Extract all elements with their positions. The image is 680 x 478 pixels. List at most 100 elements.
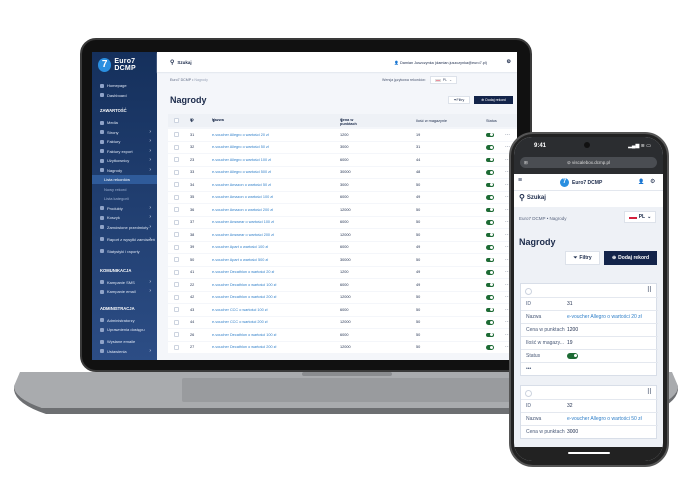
row-checkbox[interactable] xyxy=(174,269,179,275)
menu-icon[interactable]: ≡ xyxy=(518,177,523,184)
status-toggle[interactable] xyxy=(486,282,494,287)
language-select[interactable]: PL ⌄ xyxy=(429,76,458,84)
more-actions-icon[interactable]: ⋯ xyxy=(505,231,510,238)
table-row[interactable]: 42 e-voucher Decathlon o wartości 200 zł… xyxy=(168,291,517,303)
more-actions-icon[interactable]: ⋯ xyxy=(505,244,510,251)
table-row[interactable]: 39 e-voucher Apart o wartości 100 zł 600… xyxy=(168,241,517,253)
sidebar-item[interactable]: Ustawienia › xyxy=(92,347,157,356)
row-checkbox[interactable] xyxy=(174,244,179,250)
more-actions-icon[interactable]: ⋯ xyxy=(505,319,510,326)
drag-handle-icon[interactable]: ⠿ xyxy=(646,287,652,294)
row-checkbox[interactable] xyxy=(174,232,179,238)
sidebar-item[interactable]: Nagrody › xyxy=(92,166,157,175)
table-row[interactable]: 43 e-voucher CCC o wartości 100 zł 6000 … xyxy=(168,304,517,316)
status-toggle[interactable] xyxy=(486,245,494,250)
column-name[interactable]: Nazwa ⇕ xyxy=(212,118,224,123)
add-record-button[interactable]: ⊕ Dodaj rekord xyxy=(474,96,513,104)
sidebar-subitem[interactable]: Lista rekordów xyxy=(92,175,157,184)
phone-logo[interactable]: 7 Euro7 DCMP xyxy=(560,178,602,187)
status-toggle[interactable] xyxy=(486,270,494,275)
table-row[interactable]: 33 e-voucher Allegro o wartości 500 zł 3… xyxy=(168,166,517,178)
sidebar-item[interactable]: Faktury export › xyxy=(92,147,157,156)
sidebar-item[interactable]: Wysłane emaile xyxy=(92,337,157,346)
app-logo[interactable]: 7 Euro7 DCMP xyxy=(98,58,157,72)
phone-filters-button[interactable]: ⏷ Filtry xyxy=(565,251,600,265)
cell-name-link[interactable]: e-voucher Apart o wartości 100 zł xyxy=(212,245,269,250)
search-input[interactable]: Szukaj xyxy=(177,59,192,65)
cell-name-link[interactable]: e-voucher Decathlon o wartości 100 zł xyxy=(212,332,277,337)
phone-search[interactable]: ⚲ Szukaj xyxy=(519,193,546,202)
sidebar-item[interactable]: Koszyk › xyxy=(92,213,157,222)
sidebar-item[interactable]: Uprawnienia dostępu xyxy=(92,325,157,334)
breadcrumb-root[interactable]: Euro7 DCMP xyxy=(170,78,192,82)
cell-name-link[interactable]: e-voucher Allegro o wartości 50 zł xyxy=(212,145,269,150)
status-toggle[interactable] xyxy=(486,195,494,200)
table-row[interactable]: 23 e-voucher Allegro o wartości 100 zł 6… xyxy=(168,154,517,166)
more-actions-icon[interactable]: ⋯ xyxy=(505,256,510,263)
row-checkbox[interactable] xyxy=(174,144,179,150)
column-price[interactable]: Cena w punktach ⇕ xyxy=(340,118,357,126)
status-toggle[interactable] xyxy=(486,257,494,262)
row-checkbox[interactable] xyxy=(174,194,179,200)
table-row[interactable]: 31 e-voucher Allegro o wartości 20 zł 12… xyxy=(168,129,517,141)
more-actions-icon[interactable]: ⋯ xyxy=(505,194,510,201)
more-actions-icon[interactable]: ⋯ xyxy=(505,219,510,226)
search-icon[interactable]: ⚲ xyxy=(170,59,175,66)
sidebar-subitem[interactable]: Lista kategorii xyxy=(92,194,157,203)
cell-name-link[interactable]: e-voucher Amazon o wartości 50 zł xyxy=(212,182,271,187)
cell-name-link[interactable]: e-voucher Allegro o wartości 20 zł xyxy=(212,132,269,137)
more-actions-icon[interactable]: ⋯ xyxy=(505,169,510,176)
row-checkbox[interactable] xyxy=(174,207,179,213)
table-row[interactable]: 34 e-voucher Amazon o wartości 50 zł 300… xyxy=(168,179,517,191)
cell-name-link[interactable]: e-voucher Apart o wartości 500 zł xyxy=(212,257,269,262)
card-more[interactable]: ••• xyxy=(521,362,658,375)
table-row[interactable]: 32 e-voucher Allegro o wartości 50 zł 30… xyxy=(168,141,517,153)
cell-name-link[interactable]: e-voucher CCC o wartości 100 zł xyxy=(212,307,268,312)
drag-handle-icon[interactable]: ⠿ xyxy=(646,389,652,396)
row-checkbox[interactable] xyxy=(174,319,179,325)
row-checkbox[interactable] xyxy=(174,257,179,263)
table-row[interactable]: 44 e-voucher CCC o wartości 200 zł 12000… xyxy=(168,316,517,328)
status-toggle[interactable] xyxy=(486,320,494,325)
gear-icon[interactable]: ⚙ xyxy=(650,179,656,185)
row-checkbox[interactable] xyxy=(174,294,179,300)
more-actions-icon[interactable]: ⋯ xyxy=(505,294,510,301)
more-actions-icon[interactable]: ⋯ xyxy=(505,131,510,138)
cell-name-link[interactable]: e-voucher Amazon o wartości 200 zł xyxy=(212,207,273,212)
status-toggle[interactable] xyxy=(486,295,494,300)
sidebar-item[interactable]: Statystyki i raporty xyxy=(92,247,157,256)
table-row[interactable]: 22 e-voucher Decathlon o wartości 100 zł… xyxy=(168,279,517,291)
sidebar-item[interactable]: Kampanie SMS › xyxy=(92,278,157,287)
more-actions-icon[interactable]: ⋯ xyxy=(505,156,510,163)
user-icon[interactable]: 👤 xyxy=(638,179,645,185)
row-checkbox[interactable] xyxy=(174,344,179,350)
more-actions-icon[interactable]: ⋯ xyxy=(505,144,510,151)
translate-icon[interactable]: ⊞ xyxy=(524,159,528,165)
cell-name-link[interactable]: e-voucher Allegro o wartości 100 zł xyxy=(212,157,271,162)
row-checkbox[interactable] xyxy=(174,132,179,138)
row-checkbox[interactable] xyxy=(174,157,179,163)
url-bar[interactable]: ⊞ ⊘ viscalebox.dcmp.pl xyxy=(520,157,657,168)
cell-name-link[interactable]: e-voucher Answear o wartości 100 zł xyxy=(212,220,274,225)
status-toggle[interactable] xyxy=(567,353,578,359)
status-toggle[interactable] xyxy=(486,182,494,187)
status-toggle[interactable] xyxy=(486,157,494,162)
user-menu[interactable]: 👤 Damian Juszczynka (damian.juszczynka@e… xyxy=(394,60,487,65)
row-checkbox[interactable] xyxy=(174,182,179,188)
status-toggle[interactable] xyxy=(486,220,494,225)
field-value[interactable]: e-voucher Allegro o wartości 50 zł xyxy=(567,416,642,422)
sidebar-item[interactable]: Dashboard xyxy=(92,91,157,100)
table-row[interactable]: 50 e-voucher Apart o wartości 500 zł 300… xyxy=(168,254,517,266)
cell-name-link[interactable]: e-voucher CCC o wartości 200 zł xyxy=(212,320,268,325)
more-actions-icon[interactable]: ⋯ xyxy=(505,306,510,313)
row-checkbox[interactable] xyxy=(174,307,179,313)
card-checkbox[interactable] xyxy=(525,390,532,397)
sidebar-item[interactable]: Strony › xyxy=(92,128,157,137)
more-actions-icon[interactable]: ⋯ xyxy=(505,181,510,188)
more-actions-icon[interactable]: ⋯ xyxy=(505,344,510,351)
table-row[interactable]: 37 e-voucher Answear o wartości 100 zł 6… xyxy=(168,216,517,228)
cell-name-link[interactable]: e-voucher Allegro o wartości 500 zł xyxy=(212,170,271,175)
cell-name-link[interactable]: e-voucher Answear o wartości 200 zł xyxy=(212,232,274,237)
sidebar-subitem[interactable]: Nowy rekord xyxy=(92,185,157,194)
table-row[interactable]: 27 e-voucher Decathlon o wartości 200 zł… xyxy=(168,341,517,353)
